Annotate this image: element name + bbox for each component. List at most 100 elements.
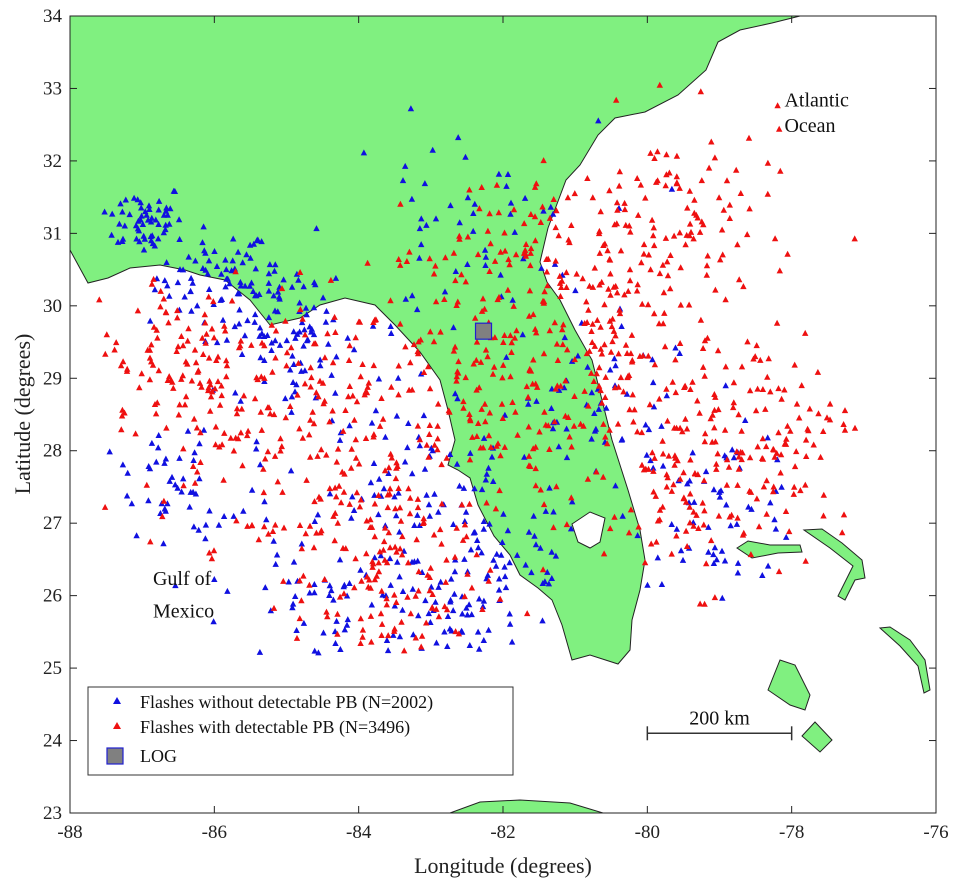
flash-without-pb-marker — [462, 508, 470, 515]
flash-with-pb-marker — [664, 272, 672, 279]
flash-without-pb-marker — [379, 591, 386, 598]
flash-without-pb-marker — [343, 592, 351, 599]
flash-without-pb-marker — [551, 260, 559, 267]
flash-without-pb-marker — [426, 512, 433, 519]
log-station-marker — [474, 322, 493, 340]
flash-without-pb-marker — [705, 548, 712, 555]
flash-without-pb-marker — [106, 448, 113, 455]
flash-with-pb-marker — [425, 453, 432, 460]
flash-with-pb-marker — [735, 453, 743, 460]
flash-without-pb-marker — [548, 405, 555, 411]
flash-with-pb-marker — [194, 468, 201, 475]
flash-without-pb-marker — [200, 223, 207, 230]
flash-with-pb-marker — [651, 242, 658, 249]
flash-without-pb-marker — [348, 514, 355, 521]
flash-with-pb-marker — [664, 258, 671, 265]
flash-with-pb-marker — [552, 257, 559, 264]
flash-without-pb-marker — [133, 235, 140, 242]
flash-without-pb-marker — [480, 434, 488, 441]
flash-with-pb-marker — [566, 433, 573, 440]
flash-without-pb-marker — [451, 568, 459, 575]
flash-with-pb-marker — [464, 570, 471, 577]
flash-without-pb-marker — [530, 512, 537, 519]
flash-without-pb-marker — [509, 296, 516, 303]
flash-without-pb-marker — [155, 221, 162, 227]
log-station — [474, 322, 493, 340]
flash-without-pb-marker — [290, 361, 297, 367]
flash-with-pb-marker — [615, 350, 622, 357]
flash-with-pb-marker — [352, 436, 359, 443]
flash-with-pb-marker — [152, 410, 160, 417]
flash-without-pb-marker — [394, 558, 401, 565]
flash-with-pb-marker — [381, 524, 389, 531]
flash-without-pb-marker — [290, 558, 298, 565]
flash-without-pb-marker — [425, 610, 432, 617]
flash-without-pb-marker — [476, 645, 483, 652]
flash-with-pb-marker — [662, 182, 669, 189]
flash-with-pb-marker — [184, 337, 191, 344]
flash-with-pb-marker — [530, 356, 537, 363]
flash-with-pb-marker — [670, 232, 678, 239]
flash-with-pb-marker — [651, 155, 658, 161]
flash-with-pb-marker — [194, 368, 201, 375]
flash-with-pb-marker — [435, 400, 442, 407]
flash-without-pb-marker — [319, 294, 327, 301]
flash-with-pb-marker — [407, 359, 414, 366]
flash-with-pb-marker — [627, 228, 634, 235]
flash-with-pb-marker — [734, 514, 741, 521]
flash-with-pb-marker — [370, 431, 378, 438]
flash-with-pb-marker — [258, 426, 265, 433]
flash-without-pb-marker — [511, 228, 518, 235]
flash-with-pb-marker — [523, 383, 530, 390]
flash-with-pb-marker — [479, 295, 487, 302]
flash-with-pb-marker — [340, 488, 348, 495]
flash-without-pb-marker — [326, 582, 333, 589]
flash-with-pb-marker — [563, 284, 570, 290]
flash-with-pb-marker — [143, 481, 150, 488]
flash-with-pb-marker — [680, 469, 687, 476]
flash-with-pb-marker — [573, 270, 580, 277]
flash-with-pb-marker — [208, 555, 216, 562]
flash-with-pb-marker — [485, 432, 493, 439]
flash-without-pb-marker — [474, 628, 482, 635]
flash-with-pb-marker — [682, 527, 690, 534]
flash-with-pb-marker — [359, 633, 366, 640]
flash-with-pb-marker — [356, 503, 364, 510]
flash-with-pb-marker — [628, 331, 636, 338]
flash-with-pb-marker — [715, 406, 722, 413]
flash-with-pb-marker — [670, 481, 677, 488]
flash-with-pb-marker — [531, 213, 539, 220]
lake-okeechobee — [571, 511, 606, 549]
flash-without-pb-marker — [341, 626, 348, 633]
flash-with-pb-marker — [175, 411, 182, 418]
flash-with-pb-marker — [383, 559, 391, 566]
flash-with-pb-marker — [541, 288, 548, 295]
flash-without-pb-marker — [550, 508, 557, 515]
flash-with-pb-marker — [786, 528, 793, 535]
flash-with-pb-marker — [663, 171, 670, 178]
flash-with-pb-marker — [470, 360, 477, 367]
flash-without-pb-marker — [288, 283, 296, 290]
flash-without-pb-marker — [437, 578, 444, 585]
flash-with-pb-marker — [362, 388, 369, 395]
flash-with-pb-marker — [584, 175, 591, 181]
flash-without-pb-marker — [140, 246, 148, 253]
flash-with-pb-marker — [690, 522, 697, 529]
flash-with-pb-marker — [430, 270, 438, 277]
flash-with-pb-marker — [762, 405, 769, 412]
flash-with-pb-marker — [378, 395, 385, 401]
flash-with-pb-marker — [453, 373, 460, 380]
flash-without-pb-marker — [391, 602, 398, 609]
flash-with-pb-marker — [248, 341, 255, 348]
flash-without-pb-marker — [164, 500, 171, 507]
flash-with-pb-marker — [621, 291, 628, 298]
flash-without-pb-marker — [178, 488, 185, 495]
flash-with-pb-marker — [430, 338, 438, 345]
flash-without-pb-marker — [292, 593, 299, 599]
flash-with-pb-marker — [647, 266, 654, 273]
flash-with-pb-marker — [560, 321, 567, 328]
flash-with-pb-marker — [190, 463, 197, 469]
flash-with-pb-marker — [840, 511, 848, 518]
legend-label-log: LOG — [140, 746, 177, 766]
